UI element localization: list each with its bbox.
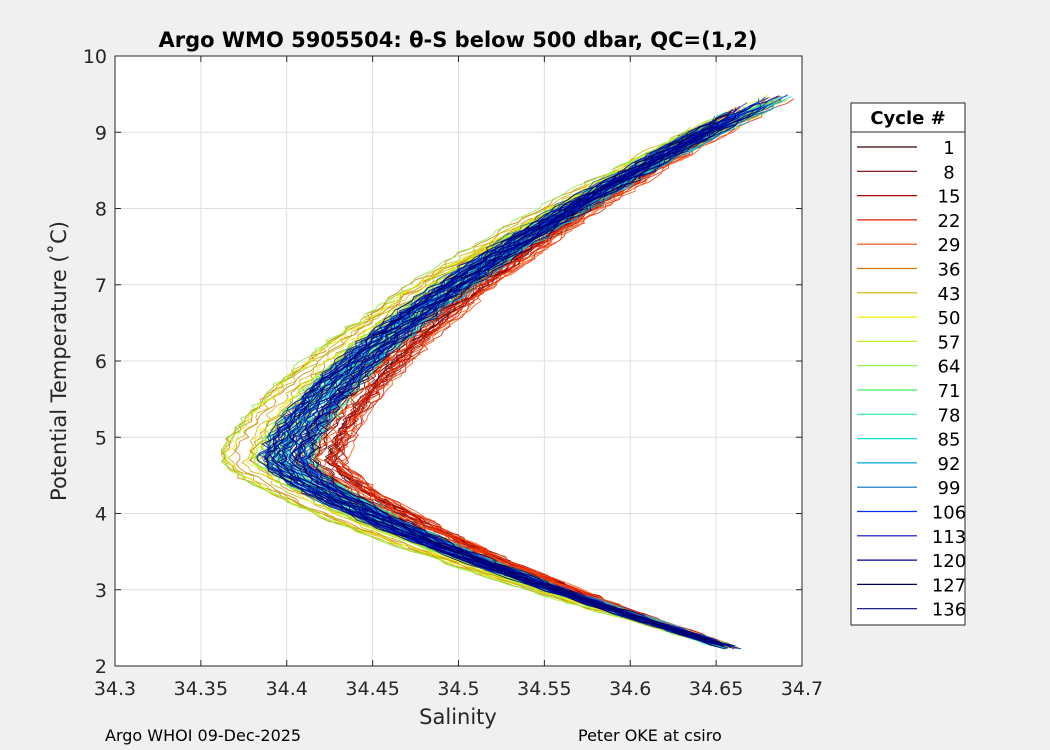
x-axis-label: Salinity xyxy=(419,705,497,729)
profile-line xyxy=(270,117,731,640)
theta-s-profiles xyxy=(220,94,795,650)
x-tick-label: 34.65 xyxy=(689,678,743,700)
legend-entry-label: 29 xyxy=(938,235,961,256)
legend-entry-label: 78 xyxy=(938,405,961,426)
y-tick-label: 4 xyxy=(95,504,107,526)
legend-entry-label: 1 xyxy=(943,138,954,159)
x-tick-label: 34.45 xyxy=(345,678,399,700)
y-tick-labels: 2 3 4 5 6 7 8 9 10 xyxy=(83,46,107,678)
y-tick-label: 8 xyxy=(95,199,107,221)
y-axis-label: Potential Temperature (˚C) xyxy=(47,221,71,501)
legend-entry-label: 36 xyxy=(938,260,961,281)
profile-line xyxy=(305,119,734,650)
profile-line xyxy=(307,131,709,642)
legend-entry-label: 50 xyxy=(938,308,961,329)
x-tick-label: 34.35 xyxy=(174,678,228,700)
profile-line xyxy=(279,106,765,643)
profile-line xyxy=(343,111,749,641)
y-tick-label: 6 xyxy=(95,351,107,373)
profile-line xyxy=(221,115,724,643)
profile-line xyxy=(276,109,734,646)
profile-line xyxy=(241,124,714,645)
footer-right-text: Peter OKE at csiro xyxy=(578,726,722,745)
footer-left-text: Argo WHOI 09-Dec-2025 xyxy=(105,726,302,745)
chart-title: Argo WMO 5905504: θ-S below 500 dbar, QC… xyxy=(159,28,758,52)
legend-title: Cycle # xyxy=(870,108,945,129)
legend-entry-label: 113 xyxy=(932,527,966,548)
profile-line xyxy=(336,116,749,645)
legend-entry-label: 99 xyxy=(938,478,961,499)
legend-entry-label: 120 xyxy=(932,551,966,572)
profile-line xyxy=(264,110,754,646)
x-tick-label: 34.5 xyxy=(437,678,479,700)
x-tick-label: 34.6 xyxy=(609,678,651,700)
legend-entry-label: 127 xyxy=(932,575,966,596)
x-tick-label: 34.55 xyxy=(517,678,571,700)
y-tick-label: 7 xyxy=(95,275,107,297)
x-tick-label: 34.7 xyxy=(781,678,823,700)
legend-entry-label: 43 xyxy=(938,284,961,305)
legend-entry-label: 15 xyxy=(938,187,961,208)
profile-line xyxy=(330,100,786,647)
profile-line xyxy=(256,109,737,646)
y-tick-label: 9 xyxy=(95,122,107,144)
legend-entry-label: 136 xyxy=(932,600,966,621)
x-tick-label: 34.4 xyxy=(266,678,308,700)
legend-entry-label: 85 xyxy=(938,430,961,451)
legend-entry-label: 57 xyxy=(938,332,961,353)
legend: Cycle # 1 8 15 22 29 36 43 50 57 64 71 78 85 92 99 106 11… xyxy=(850,102,966,626)
legend-entry-label: 8 xyxy=(943,162,954,183)
legend-entry-label: 22 xyxy=(938,211,961,232)
x-tick-label: 34.3 xyxy=(94,678,136,700)
profile-line xyxy=(263,123,731,645)
legend-entry-label: 106 xyxy=(932,503,966,524)
y-tick-label: 10 xyxy=(83,46,107,68)
x-tick-labels: 34.3 34.35 34.4 34.45 34.5 34.55 34.6 34.65 34.7 xyxy=(94,678,823,700)
legend-box xyxy=(850,102,966,626)
y-tick-label: 5 xyxy=(95,427,107,449)
legend-entry-label: 64 xyxy=(938,357,961,378)
y-tick-label: 3 xyxy=(95,580,107,602)
plot-frame xyxy=(114,55,803,667)
legend-entry-label: 71 xyxy=(938,381,961,402)
grid-lines xyxy=(114,55,803,667)
y-tick-label: 2 xyxy=(95,656,107,678)
legend-entry-label: 92 xyxy=(938,454,961,475)
